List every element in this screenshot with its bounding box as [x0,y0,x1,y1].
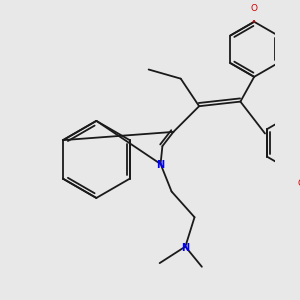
Text: O: O [251,4,258,13]
Text: N: N [157,160,165,170]
Text: O: O [297,179,300,188]
Text: N: N [181,243,189,254]
